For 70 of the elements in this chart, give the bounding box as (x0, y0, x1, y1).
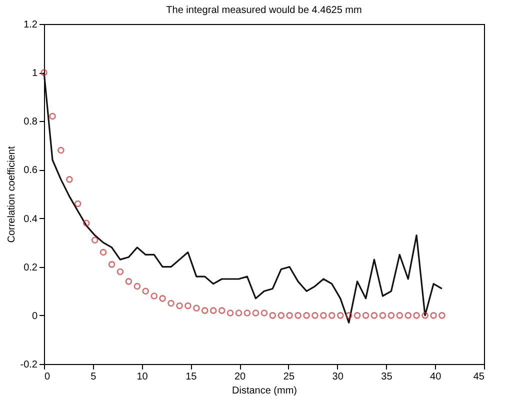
point (294, 312, 302, 319)
point (320, 312, 327, 319)
point (226, 310, 234, 316)
point (184, 302, 192, 310)
point (125, 278, 132, 285)
y-tick-label: 1.2 (24, 20, 38, 30)
point (303, 312, 310, 319)
y-tick-label: 0.2 (24, 262, 38, 274)
point (312, 312, 318, 319)
point (336, 312, 344, 319)
point (278, 312, 284, 319)
point (345, 312, 352, 319)
point (168, 300, 174, 307)
chart-title: The integral measured would be 4.4625 mm (166, 5, 362, 16)
point (218, 307, 226, 314)
point (134, 282, 141, 290)
point (116, 268, 124, 276)
point (159, 295, 166, 302)
point (388, 312, 395, 319)
point (82, 220, 90, 227)
point (286, 312, 293, 319)
point (413, 312, 420, 319)
point (108, 261, 116, 268)
x-tick-label: 5 (90, 372, 97, 382)
y-tick-label: -0.2 (20, 360, 38, 370)
point (176, 302, 183, 310)
point (193, 304, 200, 312)
point (438, 312, 446, 319)
point (379, 312, 386, 319)
x-tick-label: 10 (136, 372, 148, 382)
x-tick-label: 45 (473, 372, 485, 382)
point (201, 307, 208, 314)
point (150, 292, 158, 300)
y-tick-label: 0.6 (24, 165, 38, 176)
point (40, 69, 48, 76)
point (396, 312, 404, 319)
point (100, 248, 107, 256)
point (269, 312, 276, 319)
point (142, 288, 149, 295)
point (210, 307, 217, 314)
x-axis-title: Distance (mm) (232, 386, 298, 396)
x-tick-label: 0 (44, 372, 50, 382)
point (430, 312, 437, 319)
x-tick-label: 35 (381, 372, 393, 382)
point (49, 112, 56, 120)
point (328, 312, 336, 319)
point (235, 310, 242, 316)
point (362, 312, 370, 319)
x-tick-label: 15 (186, 372, 198, 382)
point (74, 200, 82, 208)
point (404, 312, 412, 319)
point (244, 310, 251, 316)
line-series (43, 72, 443, 324)
point (260, 310, 268, 316)
point (354, 312, 361, 319)
point (58, 146, 64, 154)
point (66, 176, 73, 183)
point (252, 310, 260, 316)
point (91, 236, 98, 244)
point (370, 312, 378, 319)
y-axis-title: Correlation coefficient (6, 146, 18, 243)
y-tick-label: 0.8 (24, 116, 38, 128)
y-tick-label: 1 (32, 68, 38, 80)
x-tick-label: 40 (430, 372, 442, 382)
x-tick-label: 25 (283, 372, 295, 382)
y-tick-label: 0.4 (24, 214, 38, 225)
x-tick-label: 30 (332, 372, 344, 382)
x-tick-label: 20 (234, 372, 246, 382)
y-tick-label: 0 (32, 310, 38, 322)
point (422, 312, 428, 319)
